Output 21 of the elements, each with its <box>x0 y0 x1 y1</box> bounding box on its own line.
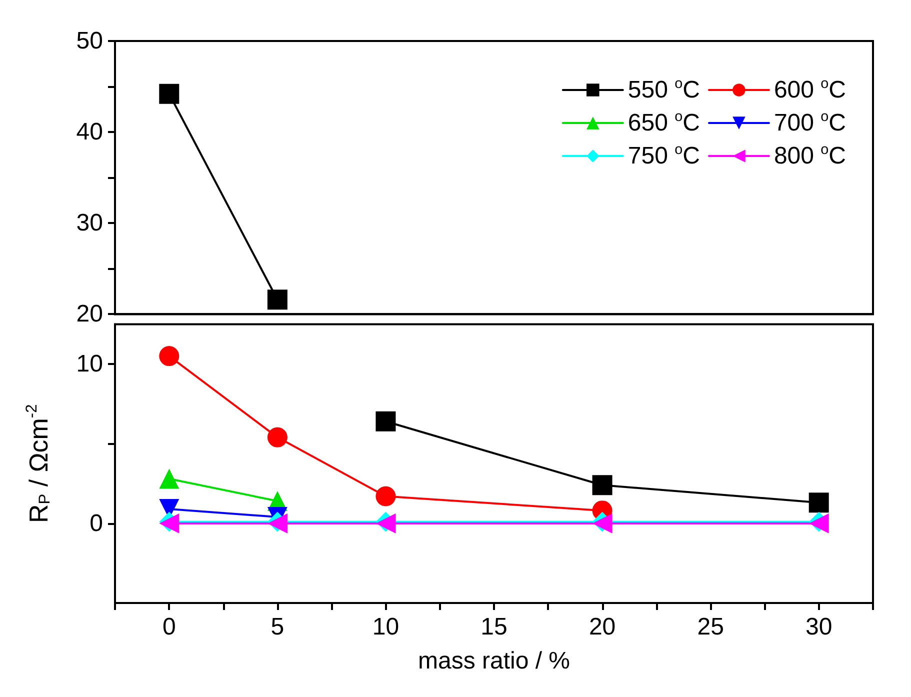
x-tick-label: 10 <box>372 614 400 640</box>
x-axis-title: mass ratio / % <box>418 648 570 674</box>
y-tick-label: 40 <box>76 118 103 146</box>
point <box>808 492 829 513</box>
y-tick-label: 10 <box>76 350 103 378</box>
point <box>376 411 396 432</box>
x-tick-label: 0 <box>162 614 176 640</box>
point <box>592 475 612 496</box>
y-tick-label: 20 <box>76 300 103 328</box>
y-axis-title: RP / Ωcm-2 <box>24 404 54 523</box>
y-tick-label: 50 <box>76 28 103 54</box>
point <box>267 427 288 448</box>
y-tick-label: 0 <box>90 510 103 537</box>
x-tick-label: 20 <box>588 614 616 640</box>
x-tick-label: 5 <box>270 614 284 640</box>
y-tick-label: 30 <box>76 210 103 237</box>
x-tick-label: 25 <box>697 614 724 640</box>
x-tick-label: 30 <box>806 614 832 640</box>
point <box>376 486 396 506</box>
x-tick-label: 15 <box>480 614 508 640</box>
point <box>159 346 180 366</box>
